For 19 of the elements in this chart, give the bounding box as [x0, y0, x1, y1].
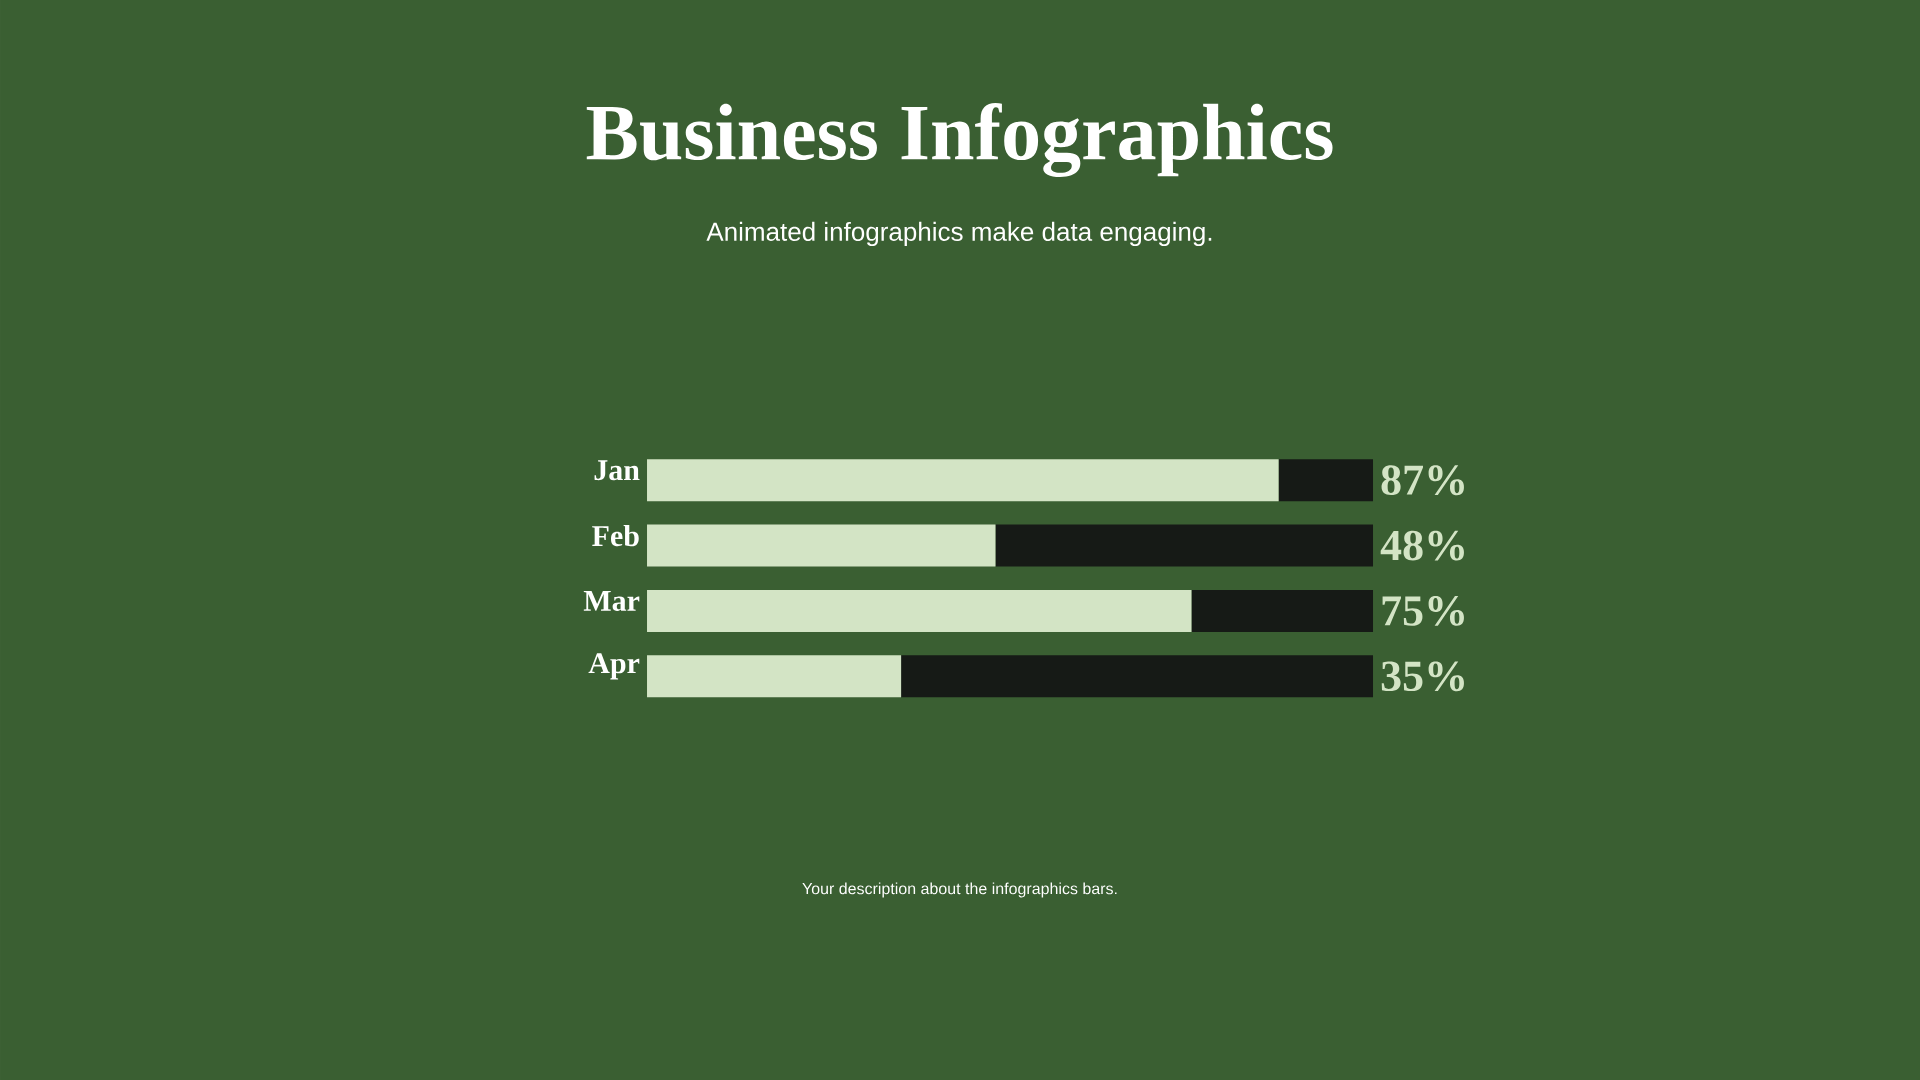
y-tick-label: Apr: [588, 653, 640, 680]
bar: [995, 524, 1374, 567]
bar: [1191, 589, 1374, 632]
y-tick-label: Feb: [592, 525, 639, 547]
bar: [647, 655, 902, 698]
text: Your description about the infographics bars.: [802, 882, 1117, 898]
chart-title: Business Infographics: [586, 103, 1333, 177]
data-label: 35%: [1381, 661, 1464, 692]
data-label: 48%: [1380, 530, 1464, 561]
y-tick-label: Jan: [594, 460, 640, 481]
bar: [1278, 459, 1374, 502]
data-label: 87%: [1381, 465, 1464, 496]
y-tick-label: Mar: [583, 591, 640, 611]
bar: [647, 459, 1279, 502]
bar: [901, 655, 1374, 698]
bar: [647, 524, 996, 567]
chart-subtitle: Animated infographics make data engaging.: [706, 221, 1212, 247]
bar: [647, 589, 1192, 632]
data-label: 75%: [1382, 596, 1464, 626]
